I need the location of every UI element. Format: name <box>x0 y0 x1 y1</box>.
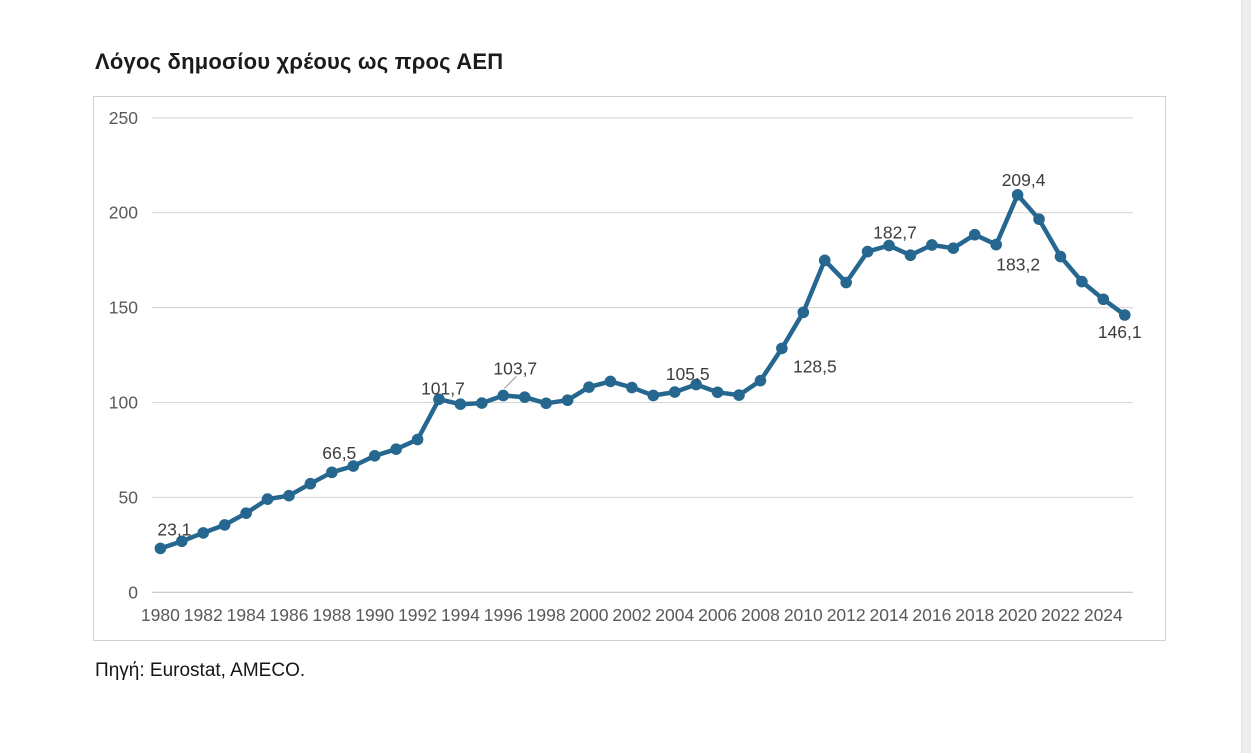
data-point-marker <box>497 389 510 402</box>
data-point-marker <box>347 460 360 472</box>
data-point-marker <box>176 535 188 548</box>
y-axis-tick-label: 200 <box>109 203 138 223</box>
data-point-marker <box>218 519 231 531</box>
y-axis-tick-label: 50 <box>119 487 139 507</box>
x-axis-tick-label: 2002 <box>612 605 651 625</box>
data-point-marker <box>476 397 488 409</box>
data-point-label: 101,7 <box>421 378 465 398</box>
data-point-marker <box>861 245 874 258</box>
data-point-marker <box>283 489 295 502</box>
data-point-marker <box>990 238 1002 251</box>
data-point-marker <box>626 381 638 394</box>
data-point-marker <box>1054 250 1067 263</box>
data-point-label: 209,4 <box>1002 170 1046 190</box>
data-point-label: 66,5 <box>322 443 356 463</box>
data-point-marker <box>1118 309 1131 321</box>
chart-title: Λόγος δημοσίου χρέους ως προς ΑΕΠ <box>95 49 504 74</box>
data-point-marker <box>1076 275 1088 288</box>
x-axis-tick-label: 2010 <box>784 605 823 625</box>
window-edge-strip <box>1241 0 1251 753</box>
data-point-marker <box>518 391 531 403</box>
data-point-marker <box>754 374 767 387</box>
data-point-label: 23,1 <box>157 519 191 539</box>
data-point-marker <box>647 389 660 402</box>
x-axis-tick-label: 2012 <box>827 605 866 625</box>
x-axis-tick-label: 2018 <box>955 605 994 625</box>
data-point-marker <box>261 493 274 505</box>
data-point-marker <box>454 398 467 411</box>
data-point-marker <box>390 443 402 455</box>
x-axis-tick-label: 1988 <box>312 605 351 625</box>
data-point-marker <box>926 239 938 251</box>
y-axis-tick-label: 250 <box>109 108 138 128</box>
x-axis-tick-label: 1992 <box>398 605 437 625</box>
data-point-marker <box>904 249 917 262</box>
x-axis-tick-label: 2004 <box>655 605 694 625</box>
data-point-label: 182,7 <box>873 223 917 243</box>
data-point-marker <box>776 342 788 355</box>
data-point-marker <box>240 507 252 519</box>
debt-to-gdp-chart: 0 50 100 150 200 250 1980 1982 1984 1986 1988 1990 1… <box>93 96 1166 641</box>
x-axis-tick-label: 1996 <box>484 605 523 625</box>
debt-line-series <box>158 192 1128 551</box>
data-point-marker <box>797 306 810 319</box>
x-axis-tick-label: 1986 <box>270 605 309 625</box>
x-axis-tick-label: 2008 <box>741 605 780 625</box>
data-point-marker <box>883 239 895 252</box>
data-point-marker <box>604 375 617 388</box>
data-point-marker <box>840 276 852 289</box>
data-point-marker <box>968 228 981 241</box>
data-point-marker <box>583 381 595 393</box>
data-point-marker <box>411 433 424 446</box>
y-axis-tick-label: 100 <box>109 393 138 413</box>
x-axis-tick-label: 1998 <box>527 605 566 625</box>
x-axis-tick-label: 2024 <box>1084 605 1123 625</box>
data-point-label: 183,2 <box>996 255 1040 275</box>
x-axis-tick-label: 2006 <box>698 605 737 625</box>
data-point-marker <box>540 397 552 410</box>
x-axis-tick-label: 1984 <box>227 605 266 625</box>
data-point-marker <box>733 389 745 401</box>
x-axis-tick-label: 2022 <box>1041 605 1080 625</box>
x-axis-tick-label: 1994 <box>441 605 480 625</box>
x-axis-tick-label: 2014 <box>870 605 909 625</box>
y-axis-tick-label: 150 <box>109 298 138 318</box>
data-point-label: 128,5 <box>793 356 837 376</box>
data-point-marker <box>1033 213 1045 225</box>
data-point-marker <box>711 386 724 399</box>
x-axis-tick-label: 1980 <box>141 605 180 625</box>
data-point-marker <box>668 386 681 398</box>
data-point-marker <box>947 242 960 254</box>
source-note: Πηγή: Eurostat, AMECO. <box>95 660 306 681</box>
data-point-marker <box>326 466 338 479</box>
x-axis-tick-label: 1982 <box>184 605 223 625</box>
data-point-marker <box>197 527 210 539</box>
data-point-marker <box>368 450 381 462</box>
data-point-label: 146,1 <box>1098 322 1142 342</box>
x-axis-tick-label: 2016 <box>912 605 951 625</box>
data-point-label: 103,7 <box>493 358 537 378</box>
data-point-marker <box>561 394 574 407</box>
data-point-marker <box>690 378 702 391</box>
data-point-label: 105,5 <box>666 364 710 384</box>
data-point-marker <box>433 393 445 406</box>
data-point-marker <box>1097 293 1110 306</box>
data-point-marker <box>818 254 831 267</box>
data-point-marker <box>304 477 317 490</box>
y-axis-tick-label: 0 <box>128 582 138 602</box>
x-axis-tick-label: 2000 <box>570 605 609 625</box>
data-point-marker <box>1011 189 1024 201</box>
x-axis-tick-label: 1990 <box>355 605 394 625</box>
data-label-leader-line <box>503 376 517 389</box>
x-axis-tick-label: 2020 <box>998 605 1037 625</box>
data-point-marker <box>154 542 167 555</box>
